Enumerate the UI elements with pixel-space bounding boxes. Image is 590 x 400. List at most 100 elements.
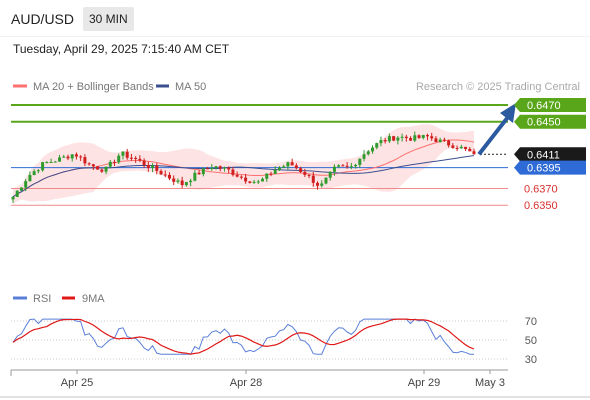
- candle-body-46: [206, 168, 210, 170]
- price-tag-label-2: 0.6411: [527, 149, 560, 161]
- price-tag-bg-3: [514, 160, 586, 175]
- candle-body-15: [74, 154, 78, 157]
- candle-body-7: [41, 162, 45, 171]
- candle-body-2: [19, 187, 23, 191]
- price-tags: 0.6470 0.6450 0.6411 0.6395 0.6370 0.6350: [514, 98, 586, 212]
- candle-body-34: [155, 165, 159, 171]
- candle-body-92: [400, 136, 404, 138]
- candle-body-58: [256, 181, 260, 183]
- candle-body-49: [218, 166, 222, 169]
- candle-body-50: [222, 167, 226, 169]
- candle-body-95: [413, 135, 417, 141]
- candle-body-3: [24, 181, 28, 188]
- candle-body-86: [375, 143, 379, 148]
- price-tag-bg-2: [514, 147, 586, 162]
- candle-body-69: [303, 171, 307, 175]
- candle-body-93: [404, 136, 408, 139]
- candle-body-27: [125, 151, 129, 158]
- candle-body-88: [383, 140, 387, 142]
- candle-body-71: [311, 175, 315, 183]
- candle-body-77: [337, 165, 341, 167]
- candle-body-48: [214, 166, 218, 168]
- candle-body-56: [248, 181, 252, 183]
- candle-body-108: [468, 148, 472, 152]
- rsi-ma-legend-label: 9MA: [82, 293, 105, 305]
- candle-body-104: [451, 145, 455, 148]
- candle-body-21: [100, 169, 104, 172]
- candle-body-91: [396, 137, 400, 141]
- candle-body-78: [341, 165, 345, 167]
- candle-body-85: [370, 147, 374, 152]
- candle-body-98: [425, 135, 429, 137]
- rsi-ma-line: [12, 318, 475, 355]
- candle-body-9: [49, 161, 53, 163]
- candle-body-52: [231, 169, 235, 175]
- candle-body-68: [299, 168, 303, 172]
- candle-body-16: [79, 156, 83, 158]
- candle-body-17: [83, 157, 87, 164]
- candle-body-31: [142, 160, 146, 165]
- candle-body-1: [15, 190, 19, 197]
- candle-body-97: [421, 135, 425, 138]
- candle-body-24: [113, 161, 117, 163]
- datetime-label: Tuesday, April 29, 2025 7:15:40 AM CET: [13, 42, 230, 56]
- projection-arrow-head: [500, 103, 516, 123]
- candle-body-79: [345, 165, 349, 167]
- candle-body-11: [58, 157, 62, 162]
- candle-body-63: [277, 167, 281, 171]
- candle-body-62: [273, 170, 277, 174]
- ma50-line: [12, 155, 475, 198]
- credit-label: Research © 2025 Trading Central: [416, 81, 580, 93]
- candle-body-101: [438, 139, 442, 142]
- candle-body-60: [265, 173, 269, 179]
- candle-body-103: [447, 140, 451, 146]
- candle-body-100: [434, 138, 438, 142]
- candle-body-12: [62, 156, 66, 158]
- candle-body-76: [332, 166, 336, 172]
- candle-body-74: [324, 177, 328, 184]
- candle-body-75: [328, 171, 332, 178]
- candle-body-35: [159, 170, 163, 175]
- candle-body-44: [197, 172, 201, 175]
- candle-body-4: [28, 175, 32, 182]
- candle-body-84: [366, 151, 370, 155]
- candle-body-5: [32, 171, 36, 176]
- candle-body-40: [180, 180, 184, 186]
- candle-body-13: [66, 156, 70, 159]
- price-tag-bg-0: [514, 98, 586, 112]
- candle-body-33: [151, 165, 155, 168]
- price-tag-label-3: 0.6395: [527, 163, 561, 175]
- candle-body-18: [87, 163, 91, 165]
- ma50-legend-label: MA 50: [175, 81, 206, 93]
- price-tag-bg-1: [514, 114, 586, 129]
- candle-body-99: [430, 136, 434, 139]
- timeframe-badge[interactable]: 30 MIN: [83, 7, 134, 31]
- candle-body-32: [146, 164, 150, 168]
- candle-body-19: [91, 164, 95, 167]
- price-tag-label-1: 0.6450: [527, 117, 561, 129]
- symbol-label: AUD/USD: [11, 11, 75, 27]
- candle-body-81: [354, 164, 358, 167]
- candle-body-41: [184, 182, 188, 186]
- candle-body-106: [459, 146, 463, 149]
- candle-body-29: [134, 158, 138, 160]
- candle-body-109: [472, 151, 476, 155]
- main-legend: MA 20 + Bollinger Bands MA 50 Research ©…: [13, 81, 580, 93]
- candle-body-87: [379, 140, 383, 144]
- candle-body-37: [167, 174, 171, 179]
- bollinger-fill: [13, 124, 474, 205]
- candle-body-107: [464, 146, 468, 149]
- candle-body-45: [201, 168, 205, 175]
- candle-body-6: [36, 170, 40, 172]
- candle-body-59: [261, 178, 265, 182]
- candle-body-28: [129, 157, 133, 159]
- candle-body-30: [138, 158, 142, 161]
- rsi-level-label-1: 50: [525, 335, 537, 347]
- candle-body-67: [294, 165, 298, 169]
- candle-body-39: [176, 180, 180, 182]
- time-axis-label-0: Apr 25: [61, 377, 93, 389]
- candle-body-51: [227, 167, 231, 170]
- candle-body-14: [70, 154, 74, 159]
- candle-body-80: [349, 166, 353, 168]
- candle-body-43: [193, 172, 197, 181]
